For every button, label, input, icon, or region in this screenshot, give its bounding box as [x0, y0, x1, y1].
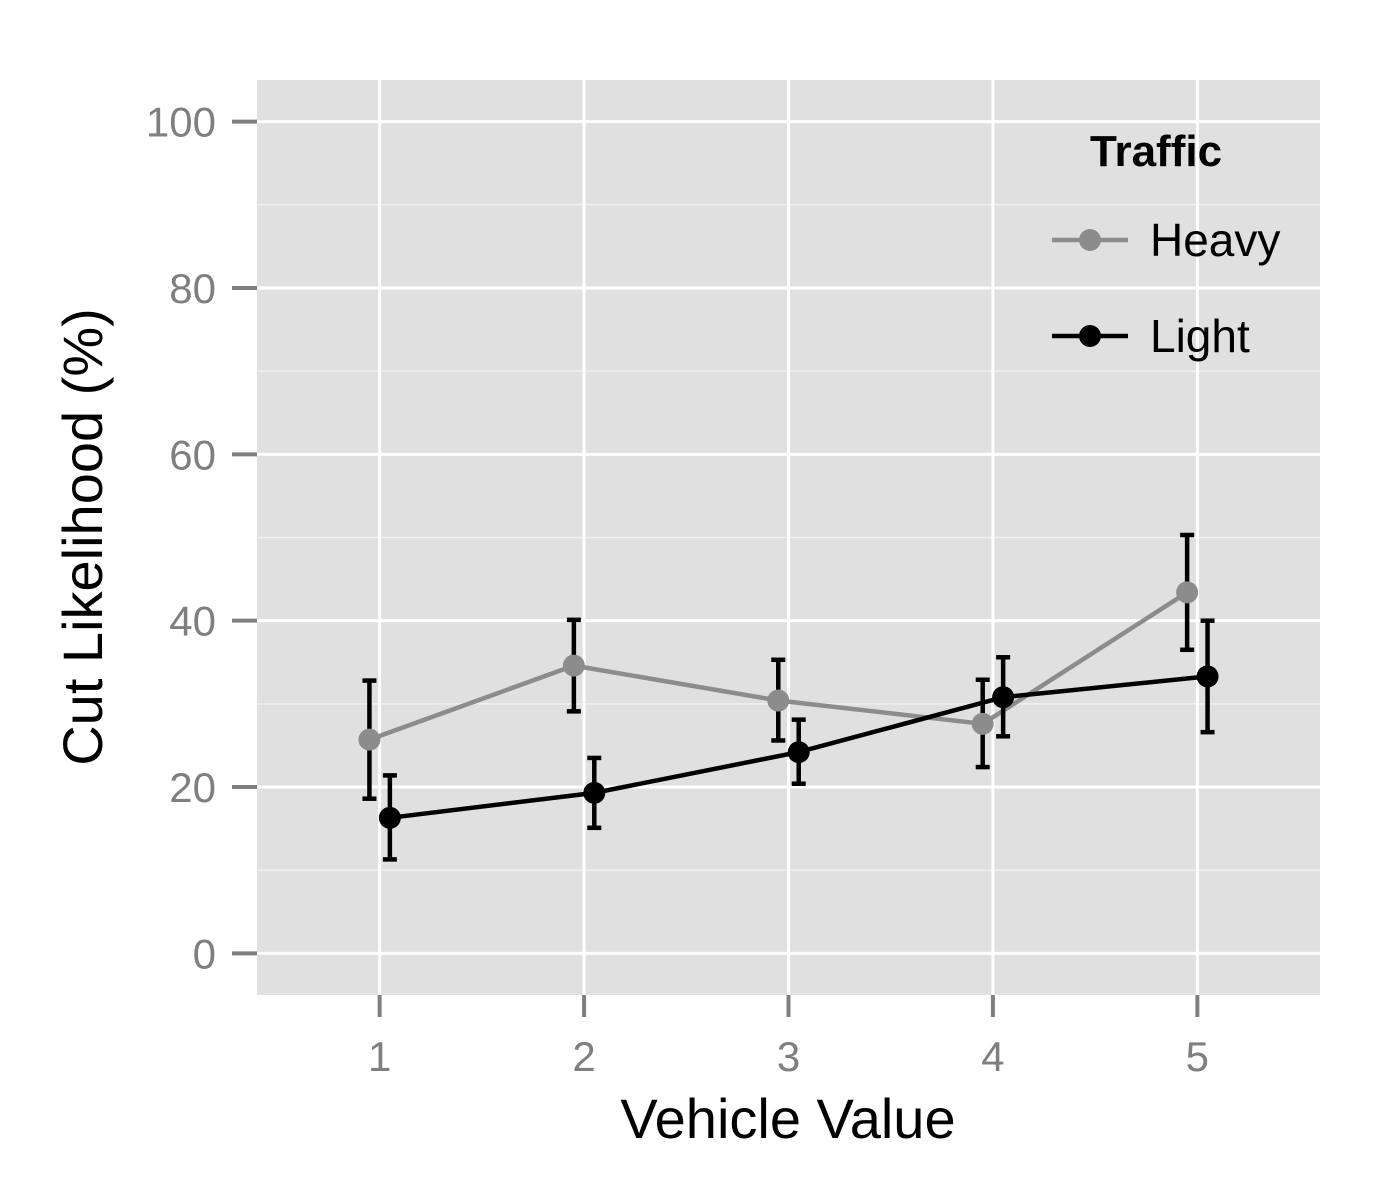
- y-axis: 0 20 40 60 80 100: [146, 99, 257, 977]
- data-point: [562, 654, 585, 677]
- x-tick-label: 3: [777, 1033, 800, 1080]
- data-point: [767, 689, 790, 712]
- x-axis-title: Vehicle Value: [620, 1087, 955, 1150]
- y-tick-label: 100: [146, 99, 216, 146]
- y-tick-label: 60: [169, 431, 216, 478]
- legend-item-heavy: Heavy: [1052, 214, 1280, 266]
- data-point: [992, 686, 1015, 709]
- data-point: [378, 806, 401, 829]
- series-light: [378, 618, 1219, 862]
- data-point: [583, 781, 606, 804]
- y-tick-label: 40: [169, 598, 216, 645]
- x-axis: 1 2 3 4 5: [368, 995, 1209, 1080]
- legend-swatch-point: [1079, 325, 1101, 347]
- y-tick-label: 80: [169, 265, 216, 312]
- data-point: [1176, 581, 1199, 604]
- x-tick-label: 5: [1186, 1033, 1209, 1080]
- x-tick-label: 4: [981, 1033, 1004, 1080]
- series-layer: [358, 532, 1219, 862]
- x-tick-label: 2: [572, 1033, 595, 1080]
- major-gridlines: [257, 80, 1320, 995]
- legend-label: Heavy: [1150, 214, 1280, 266]
- data-point: [787, 741, 810, 764]
- legend-label: Light: [1150, 310, 1250, 362]
- x-tick-label: 1: [368, 1033, 391, 1080]
- legend-swatch-point: [1079, 229, 1101, 251]
- series-heavy: [358, 532, 1199, 801]
- data-point: [1196, 665, 1219, 688]
- legend-item-light: Light: [1052, 310, 1250, 362]
- y-tick-label: 20: [169, 764, 216, 811]
- y-tick-label: 0: [193, 930, 216, 977]
- data-point: [358, 728, 381, 751]
- y-axis-title: Cut Likelihood (%): [51, 308, 114, 766]
- data-point: [971, 712, 994, 735]
- legend: Traffic Heavy Light: [1052, 127, 1280, 362]
- legend-title: Traffic: [1090, 127, 1222, 176]
